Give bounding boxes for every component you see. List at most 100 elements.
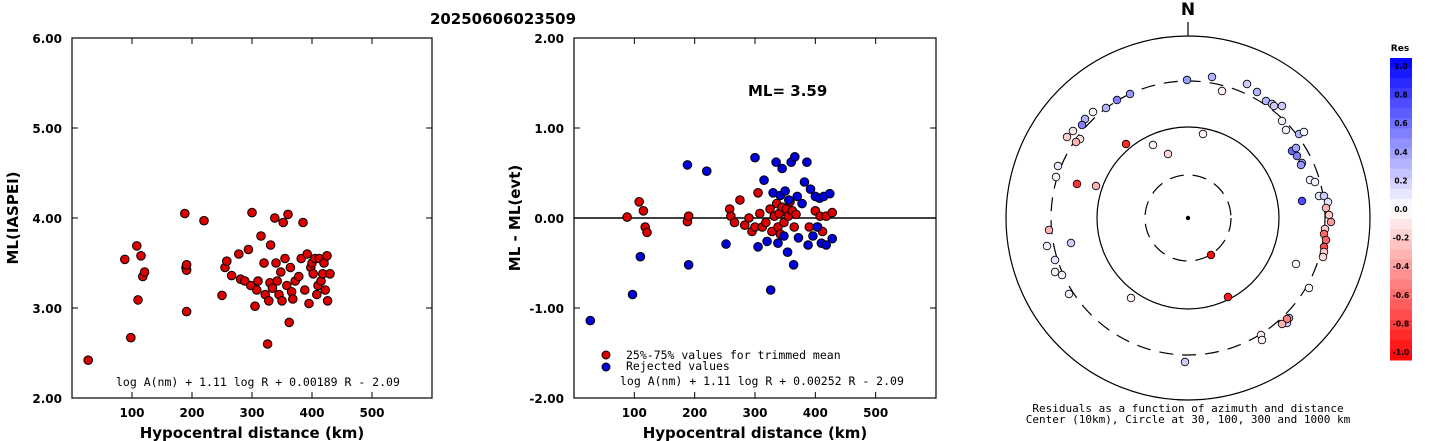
station-residual-point [1126, 293, 1136, 303]
colorbar-cell [1390, 339, 1412, 351]
data-point [270, 213, 280, 223]
station-residual-point [1223, 292, 1233, 302]
azimuth-distance-plot: N Residuals as a function of azimuth and… [1005, 0, 1371, 426]
data-point [777, 163, 787, 174]
data-point [750, 152, 760, 163]
data-point [790, 152, 800, 162]
station-residual-point [1198, 129, 1208, 139]
data-point [765, 204, 775, 214]
data-point [243, 244, 254, 255]
legend-rejected-marker [601, 362, 611, 372]
station-residual-point [1066, 238, 1076, 248]
middle-x-tick-label: 200 [682, 406, 707, 420]
data-point [83, 355, 93, 366]
data-point [226, 270, 237, 281]
data-point [683, 211, 694, 221]
data-point [298, 217, 308, 228]
colorbar-cell [1390, 118, 1412, 129]
data-point [304, 298, 314, 309]
colorbar-cell [1390, 188, 1412, 200]
station-residual-point [1299, 127, 1309, 137]
colorbar-cell [1390, 249, 1412, 260]
colorbar-cell [1390, 178, 1412, 190]
station-residual-point [1291, 259, 1301, 269]
data-point [262, 339, 273, 349]
station-residual-point [1042, 241, 1052, 251]
legend-trimmed-marker [601, 350, 611, 360]
data-point [272, 276, 283, 286]
data-point [264, 296, 274, 306]
data-point [276, 267, 286, 277]
data-point [759, 175, 769, 185]
data-point [585, 315, 596, 326]
data-point [284, 317, 295, 328]
colorbar-cell [1390, 128, 1412, 140]
data-point [782, 247, 793, 257]
data-point [265, 240, 276, 250]
colorbar-cell [1390, 98, 1412, 109]
middle-y-tick-label: 1.00 [534, 122, 564, 136]
colorbar-cell [1390, 148, 1412, 160]
colorbar-cell [1390, 229, 1412, 240]
station-residual-point [1112, 95, 1122, 105]
legend-rejected-label: Rejected values [626, 359, 730, 373]
station-residual-point [1291, 143, 1301, 153]
colorbar-tick-label: -1.0 [1393, 348, 1409, 357]
left-x-tick-label: 500 [359, 406, 384, 420]
left-y-tick-label: 6.00 [32, 32, 62, 46]
station-residual-point [1296, 160, 1306, 170]
colorbar-cell [1390, 279, 1412, 291]
data-point [322, 251, 332, 261]
data-point [283, 209, 293, 220]
polar-caption-line1: Residuals as a function of azimuth and d… [1032, 402, 1343, 415]
ml-annotation: ML= 3.59 [748, 82, 827, 100]
left-y-tick-label: 5.00 [32, 122, 62, 136]
data-point [325, 269, 335, 279]
data-point [627, 289, 638, 300]
station-residual-point [1163, 149, 1173, 159]
colorbar-tick-label: 0.4 [1394, 148, 1407, 157]
station-residual-point [1292, 151, 1302, 161]
colorbar-tick-label: 1.0 [1394, 62, 1407, 71]
left-y-tick-label: 2.00 [32, 392, 62, 406]
left-formula: log A(nm) + 1.11 log R + 0.00189 R - 2.0… [116, 375, 400, 389]
middle-y-tick-label: 2.00 [534, 32, 564, 46]
data-point [308, 269, 319, 279]
colorbar-cell [1390, 198, 1412, 210]
data-point [744, 213, 754, 223]
station-residual-point [1044, 225, 1054, 235]
station-residual-point [1277, 319, 1287, 329]
station-residual-point [1217, 86, 1227, 96]
colorbar-cell [1390, 299, 1412, 311]
middle-y-tick-label: -1.00 [529, 302, 564, 316]
middle-x-axis-label: Hypocentral distance (km) [643, 424, 868, 441]
data-point [302, 249, 313, 259]
data-point [267, 283, 278, 294]
station-residual-point [1180, 357, 1190, 367]
station-residual-point [1206, 250, 1216, 260]
colorbar-cell [1390, 239, 1412, 250]
station-residual-point [1324, 210, 1334, 220]
data-point [773, 238, 783, 248]
station-residual-point [1277, 116, 1287, 126]
data-point [635, 251, 646, 262]
station-residual-point [1071, 137, 1081, 147]
colorbar-cell [1390, 309, 1412, 321]
data-point [294, 271, 304, 282]
data-point [126, 332, 136, 343]
colorbar-cell [1390, 108, 1412, 119]
middle-y-tick-label: 0.00 [534, 212, 564, 226]
station-residual-point [1269, 101, 1279, 111]
middle-x-tick-label: 400 [803, 406, 828, 420]
station-residual-point [1077, 120, 1087, 130]
data-point [181, 306, 192, 317]
colorbar-cell [1390, 319, 1412, 331]
station-residual-point [1252, 87, 1262, 97]
data-point [259, 258, 269, 268]
polar-caption-line2: Center (10km), Circle at 30, 100, 300 an… [1026, 413, 1351, 426]
colorbar-tick-label: 0.0 [1394, 205, 1407, 214]
station-residual-point [1207, 72, 1217, 82]
colorbar-cell [1390, 78, 1412, 89]
station-residual-point [1182, 75, 1192, 85]
